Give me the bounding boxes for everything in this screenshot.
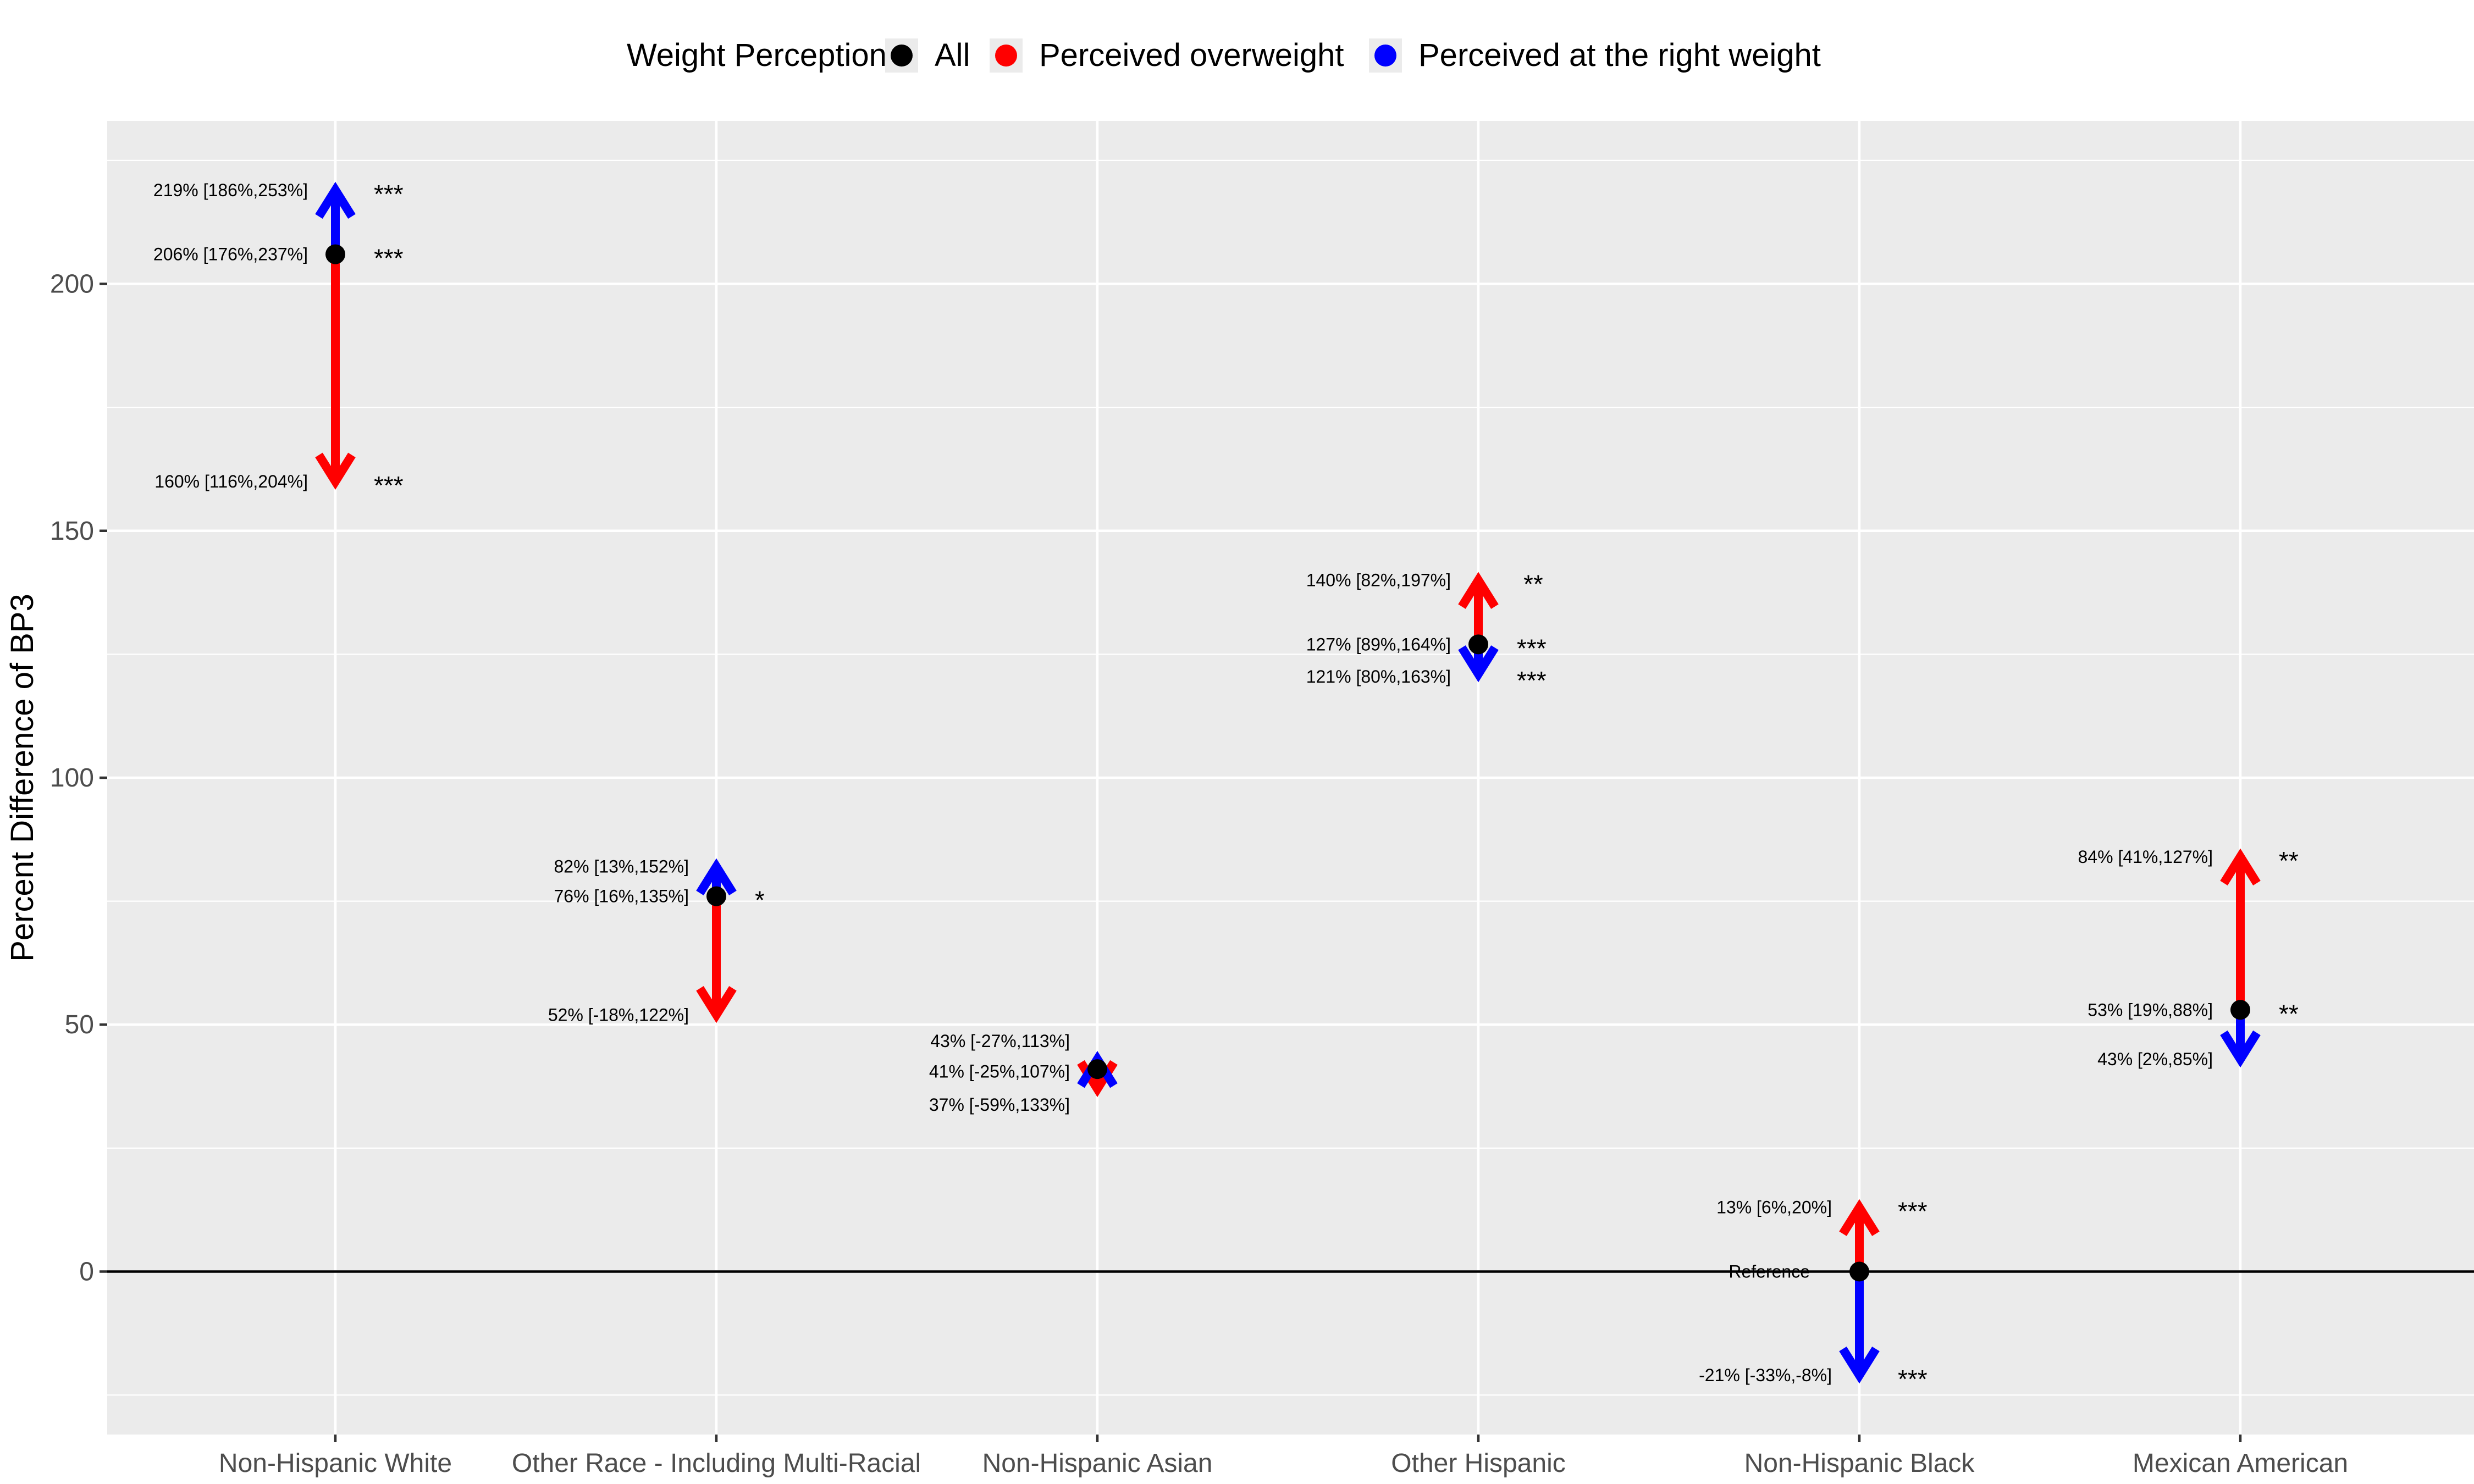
significance-stars: ** [1523,570,1543,599]
all-point [2230,1000,2250,1020]
x-tick-label: Other Race - Including Multi-Racial [512,1449,921,1478]
value-label: Reference [1729,1261,1810,1281]
chart-marks: 219% [186%,253%] ***206% [176%,237%] ***16… [107,180,2474,1393]
y-tick-label: 0 [79,1257,94,1286]
axes: 0 50 100 150 200 Non-Hispanic White Other Race… [50,270,2348,1478]
significance-stars: *** [1517,634,1547,662]
x-tick-label: Other Hispanic [1391,1449,1565,1478]
all-point [1087,1059,1107,1079]
overweight-arrow-head [315,452,356,490]
value-label: 219% [186%,253%] [153,180,308,200]
y-tick-label: 200 [50,270,94,299]
legend-key-perceived-at-the-right-weight [1374,45,1396,67]
overweight-arrow-head [1839,1199,1880,1236]
value-label: 160% [116%,204%] [154,472,308,491]
overweight-arrow [315,254,356,490]
legend-title: Weight Perception [627,37,887,73]
x-tick-label: Non-Hispanic Black [1744,1449,1975,1478]
value-label: 121% [80%,163%] [1306,667,1451,686]
all-point [325,244,345,264]
significance-stars: ** [2279,999,2299,1028]
right-weight-arrow [315,181,356,254]
value-label: 76% [16%,135%] [554,887,689,906]
right-weight-arrow-head [2220,1030,2261,1068]
overweight-arrow [1458,572,1499,645]
legend-key-perceived-overweight [995,45,1017,67]
x-tick-label: Non-Hispanic White [219,1449,452,1478]
all-point [1849,1261,1869,1282]
significance-stars: *** [1517,666,1547,695]
overweight-arrow [1839,1199,1880,1272]
legend-label: Perceived overweight [1039,37,1344,73]
value-label: 52% [-18%,122%] [548,1005,689,1025]
significance-stars: *** [374,471,404,500]
value-label: 82% [13%,152%] [554,857,689,877]
right-weight-arrow-head [696,858,737,895]
value-label: 13% [6%,20%] [1716,1198,1832,1217]
value-label: -21% [-33%,-8%] [1699,1365,1832,1385]
value-label: 53% [19%,88%] [2088,1000,2213,1020]
y-axis-title: Percent Difference of BP3 [4,594,40,962]
legend-label: All [935,37,970,73]
value-label: 37% [-59%,133%] [929,1095,1070,1115]
value-label: 127% [89%,164%] [1306,634,1451,654]
significance-stars: * [755,886,765,915]
legend: Weight Perception All Perceived overweigh… [627,37,1821,73]
value-label: 84% [41%,127%] [2078,847,2213,867]
significance-stars: ** [2279,846,2299,875]
significance-stars: *** [374,180,404,208]
legend-key-all [891,45,913,67]
value-label: 43% [2%,85%] [2097,1049,2213,1069]
right-weight-arrow-head [1458,645,1499,683]
all-point [706,886,726,906]
value-label: 140% [82%,197%] [1306,571,1451,590]
legend-label: Perceived at the right weight [1418,37,1821,73]
overweight-arrow-head [1458,572,1499,609]
overweight-arrow [696,896,737,1023]
value-label: 43% [-27%,113%] [930,1031,1070,1051]
y-tick-label: 150 [50,517,94,546]
significance-stars: *** [1898,1365,1928,1393]
right-weight-arrow-head [315,181,356,219]
x-tick-label: Non-Hispanic Asian [982,1449,1213,1478]
overweight-arrow [2220,848,2261,1010]
significance-stars: *** [374,244,404,273]
right-weight-arrow [1839,1271,1880,1384]
y-tick-label: 50 [65,1010,94,1039]
value-label: 41% [-25%,107%] [929,1062,1070,1082]
value-label: 206% [176%,237%] [153,245,308,264]
x-tick-label: Mexican American [2133,1449,2348,1478]
significance-stars: *** [1898,1197,1928,1226]
overweight-arrow-head [2220,848,2261,885]
y-tick-label: 100 [50,763,94,793]
all-point [1468,634,1488,655]
overweight-arrow-head [696,986,737,1023]
right-weight-arrow-head [1839,1346,1880,1384]
